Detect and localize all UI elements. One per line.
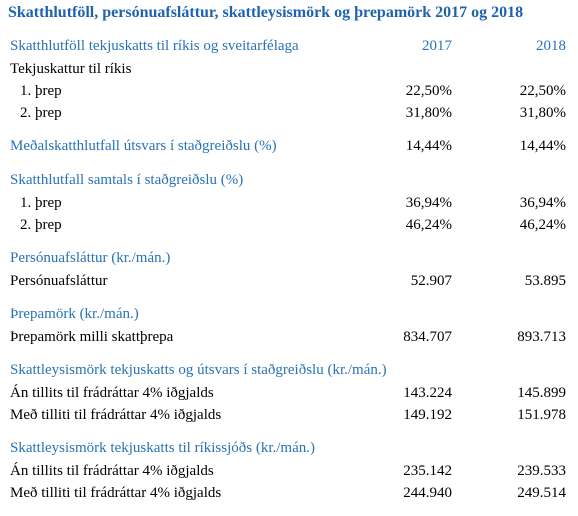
value: 14,44%	[519, 138, 566, 154]
section-header: Skattleysismörk tekjuskatts til ríkissjó…	[10, 440, 315, 456]
value: 151.978	[517, 407, 566, 423]
value: 46,24%	[405, 217, 452, 233]
row-label: 1. þrep	[20, 83, 62, 99]
row-label: 1. þrep	[20, 195, 62, 211]
value: 2017	[422, 38, 452, 54]
section-header: Þrepamörk (kr./mán.)	[10, 306, 139, 322]
value: 36,94%	[405, 195, 452, 211]
row-label: Tekjuskattur til ríkis	[10, 61, 132, 77]
value: 244.940	[403, 485, 452, 501]
value: 36,94%	[519, 195, 566, 211]
value: 2018	[536, 38, 566, 54]
row-label: Með tilliti til frádráttar 4% iðgjalds	[10, 485, 222, 501]
section-header: Meðalskatthlutfall útsvars í staðgreiðsl…	[10, 138, 277, 154]
row-label: Án tillits til frádráttar 4% iðgjalds	[10, 463, 214, 479]
value: 22,50%	[519, 83, 566, 99]
value: 893.713	[517, 329, 566, 345]
value: 143.224	[403, 385, 452, 401]
value: 834.707	[403, 329, 452, 345]
section-header: Skatthlutföll tekjuskatts til ríkis og s…	[10, 38, 299, 54]
row-label: Þrepamörk milli skattþrepa	[10, 329, 174, 345]
row-label: 2. þrep	[20, 105, 62, 121]
section-header: Skattleysismörk tekjuskatts og útsvars í…	[10, 362, 387, 378]
title: Skatthlutföll, persónuafsláttur, skattle…	[8, 4, 524, 21]
value: 46,24%	[519, 217, 566, 233]
value: 239.533	[517, 463, 566, 479]
row-label: Með tilliti til frádráttar 4% iðgjalds	[10, 407, 222, 423]
value: 14,44%	[405, 138, 452, 154]
value: 145.899	[517, 385, 566, 401]
value: 52.907	[410, 273, 452, 289]
row-label: 2. þrep	[20, 217, 62, 233]
section-header: Skatthlutfall samtals í staðgreiðslu (%)	[10, 172, 244, 188]
value: 31,80%	[519, 105, 566, 121]
row-label: Persónuafsláttur	[10, 273, 108, 289]
value: 249.514	[517, 485, 566, 501]
value: 22,50%	[405, 83, 452, 99]
value: 235.142	[403, 463, 452, 479]
section-header: Persónuafsláttur (kr./mán.)	[10, 250, 171, 266]
row-label: Án tillits til frádráttar 4% iðgjalds	[10, 385, 214, 401]
value: 31,80%	[405, 105, 452, 121]
value: 53.895	[524, 273, 566, 289]
value: 149.192	[403, 407, 452, 423]
